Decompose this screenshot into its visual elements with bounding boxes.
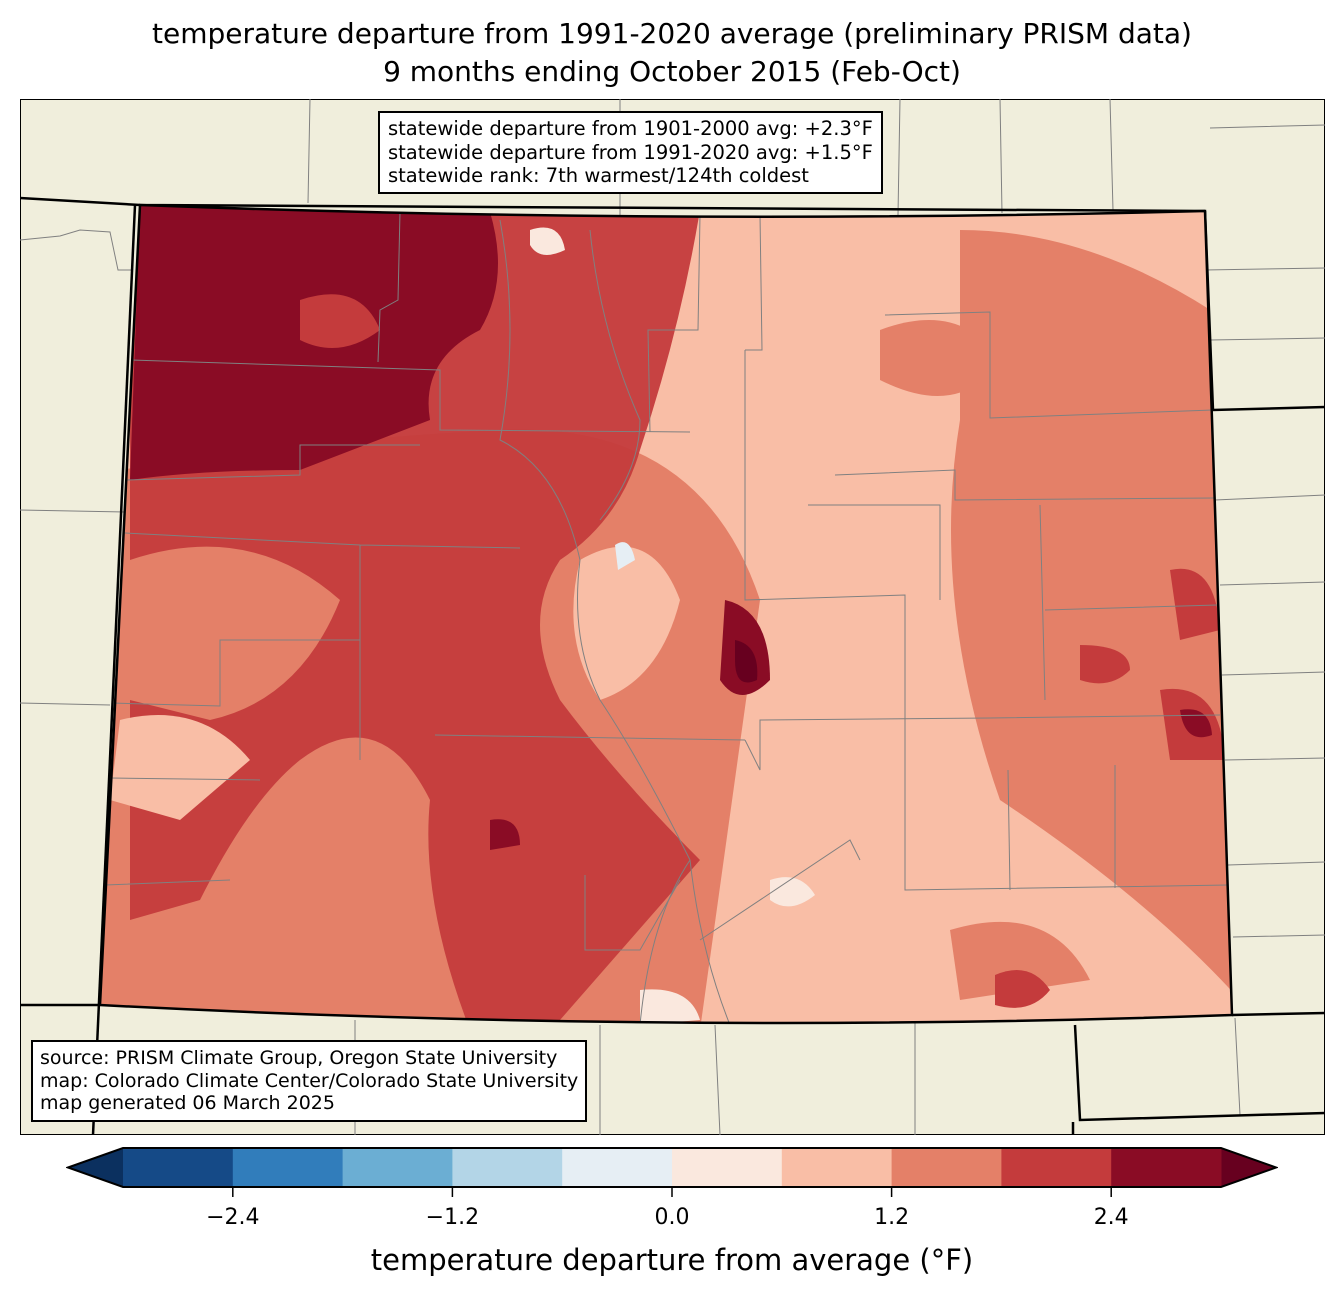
- colorbar-tick-label: −2.4: [206, 1205, 260, 1230]
- colorbar-tick-label: 0.0: [654, 1205, 690, 1230]
- colorbar-segment: [452, 1148, 563, 1187]
- colorbar-tick-label: 1.2: [874, 1205, 910, 1230]
- colorbar-segment: [1111, 1148, 1222, 1187]
- stat-departure-1991-2020: statewide departure from 1991-2020 avg: …: [388, 140, 873, 164]
- colorbar-segment: [232, 1148, 344, 1187]
- colorbar-extend-low: [68, 1148, 123, 1187]
- stat-rank: statewide rank: 7th warmest/124th coldes…: [388, 164, 809, 187]
- colorbar-segment: [1001, 1148, 1112, 1187]
- colorbar-label: temperature departure from average (°F): [370, 1243, 974, 1277]
- colorbar-outline: [66, 1147, 1278, 1188]
- colorbar-segment: [123, 1148, 234, 1187]
- stat-departure-1901-2000: statewide departure from 1901-2000 avg: …: [388, 117, 873, 140]
- county-lines: [104, 211, 1231, 1023]
- statewide-stats-box: statewide departure from 1901-2000 avg: …: [378, 111, 883, 194]
- colorbar-segment: [342, 1148, 453, 1187]
- colorbar: [66, 1147, 1278, 1197]
- colorbar-tick-label: 2.4: [1093, 1205, 1129, 1230]
- map-title: temperature departure from 1991-2020 ave…: [152, 17, 1192, 50]
- colorbar-segment: [891, 1148, 1002, 1187]
- colorbar-segment: [781, 1148, 893, 1187]
- colorbar-segment: [562, 1148, 673, 1187]
- colorado-map: [20, 99, 1325, 1135]
- source-line: source: PRISM Climate Group, Oregon Stat…: [40, 1047, 558, 1069]
- colorbar-extend-high: [1221, 1148, 1276, 1187]
- source-box: source: PRISM Climate Group, Oregon Stat…: [31, 1040, 588, 1122]
- colorbar-tick-label: −1.2: [425, 1205, 480, 1230]
- generated-date-line: map generated 06 March 2025: [40, 1092, 335, 1114]
- map-subtitle: 9 months ending October 2015 (Feb-Oct): [383, 55, 961, 88]
- colorado-border: [98, 203, 1234, 1025]
- temperature-departure-field: [100, 205, 1232, 1023]
- colorbar-segment: [672, 1148, 783, 1187]
- map-credit-line: map: Colorado Climate Center/Colorado St…: [40, 1069, 579, 1092]
